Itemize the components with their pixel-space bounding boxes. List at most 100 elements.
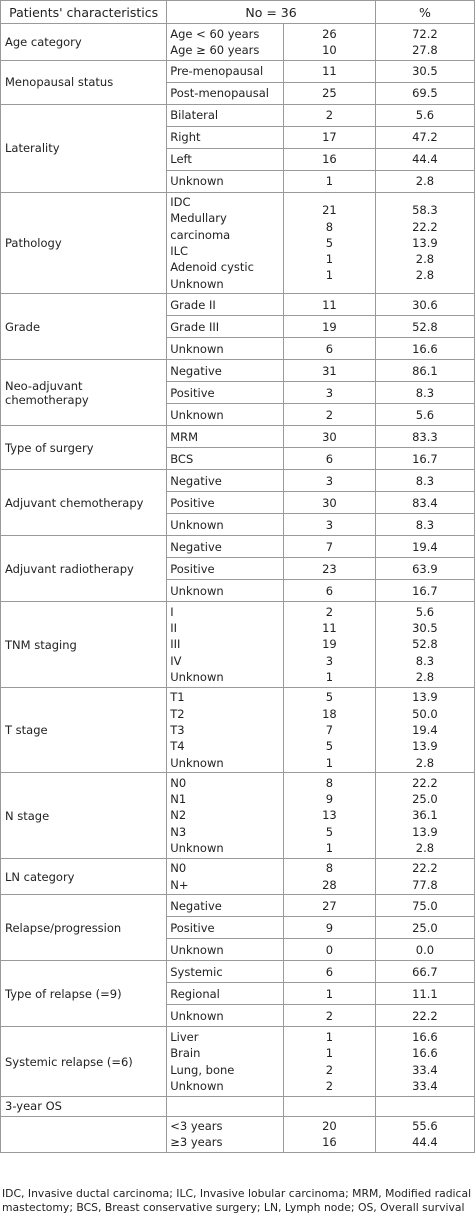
subcategory-cell-line: T1 — [170, 690, 185, 705]
subcategory-cell: IDC Medullary carcinoma ILC Adenoid cystic Un… — [166, 191, 284, 295]
count-cell: 0 — [282, 938, 376, 962]
count-cell-line: 5 — [325, 235, 334, 250]
subcategory-cell: Unknown — [166, 403, 284, 427]
percent-cell-line: 69.5 — [412, 85, 438, 100]
count-cell-line: 2 — [325, 1078, 334, 1093]
percent-cell-line: 16.7 — [412, 451, 438, 466]
subcategory-cell-line: <3 years — [170, 1119, 223, 1134]
subcategory-cell-line: T4 — [170, 739, 185, 754]
table-row: BCS 6 16.7 — [1, 447, 475, 471]
percent-cell-line: 25.0 — [412, 792, 438, 807]
percent-cell-line: 33.4 — [412, 1062, 438, 1077]
percent-cell-line: 2.8 — [415, 252, 435, 267]
count-cell: 8 28 — [282, 857, 376, 896]
percent-cell-line: 13.9 — [412, 824, 438, 839]
percent-cell-line: 16.6 — [412, 1046, 438, 1061]
count-cell-line: 11 — [322, 297, 337, 312]
percent-cell: 52.8 — [374, 315, 475, 339]
subcategory-cell-line: Post-menopausal — [170, 85, 269, 100]
group-label-laterality: Laterality — [0, 103, 168, 193]
subcategory-cell-line: Positive — [170, 495, 215, 510]
table-row: Right 17 47.2 — [1, 125, 475, 149]
percent-cell-line: 13.9 — [412, 739, 438, 754]
count-cell-line: 5 — [325, 824, 334, 839]
count-cell-line: 0 — [325, 942, 334, 957]
percent-cell: 83.4 — [374, 491, 475, 515]
percent-cell-line: 55.6 — [412, 1119, 438, 1134]
subcategory-cell-line: Bilateral — [170, 107, 219, 122]
percent-cell-line: 13.9 — [412, 235, 438, 250]
count-cell-line: 5 — [325, 690, 334, 705]
count-cell-line: 6 — [325, 451, 334, 466]
percent-cell-line: 13.9 — [412, 690, 438, 705]
table-row: N stage N0 N1 N2 N3 Unknown 8 9 13 5 1 22.2 25.0 36.1… — [0, 772, 475, 859]
header-row: Patients' characteristics No = 36 % — [0, 0, 475, 24]
group-label-menopausal-status: Menopausal status — [0, 59, 168, 105]
subcategory-cell-line: Unknown — [170, 841, 224, 856]
subcategory-cell-line: Negative — [170, 539, 222, 554]
count-cell-line: 20 — [322, 1119, 337, 1134]
group-label-systemic-relapse-6: Systemic relapse (=6) — [0, 1026, 168, 1097]
percent-cell: 30.5 — [374, 59, 475, 83]
count-cell: 3 — [282, 381, 376, 405]
subcategory-cell-line: Liver — [170, 1029, 199, 1044]
percent-cell: 30.6 — [374, 293, 475, 317]
subcategory-cell-line: Age ≥ 60 years — [170, 42, 260, 57]
group-label-type-of-relapse-9: Type of relapse (=9) — [0, 960, 168, 1028]
subcategory-cell: Unknown — [166, 513, 284, 537]
count-cell: 2 11 19 3 1 — [282, 601, 376, 688]
count-cell: 31 — [282, 359, 376, 383]
percent-cell-line: 83.4 — [412, 495, 438, 510]
table-row: Age category Age < 60 years Age ≥ 60 years… — [0, 23, 475, 61]
count-cell: 21 8 5 1 1 — [282, 191, 376, 295]
count-cell: 27 — [282, 894, 376, 918]
table-row: Laterality Bilateral 2 5.6 — [0, 103, 475, 193]
count-cell-line: 8 — [325, 219, 334, 234]
table-row: Unknown 6 16.7 — [1, 579, 475, 603]
count-cell-line: 19 — [322, 319, 337, 334]
count-cell-line: 1 — [325, 268, 334, 283]
subcategory-cell-line: N2 — [170, 808, 187, 823]
table-row: Systemic relapse (=6) Liver Brain Lung, bon… — [0, 1026, 475, 1097]
percent-cell-line: 58.3 — [412, 203, 438, 218]
percent-cell: 58.3 22.2 13.9 2.8 2.8 — [374, 191, 475, 295]
subcategory-cell-line: T3 — [170, 722, 185, 737]
percent-cell: 47.2 — [374, 125, 475, 149]
percent-cell-line: 30.6 — [412, 297, 438, 312]
subcategory-cell-line: Unknown — [170, 755, 224, 770]
subcategory-cell-line: BCS — [170, 451, 194, 466]
percent-cell-line: 19.4 — [412, 539, 438, 554]
percent-cell-line: 86.1 — [412, 363, 438, 378]
subcategory-cell: Bilateral — [166, 103, 284, 127]
group-label-grade: Grade — [0, 293, 168, 361]
percent-cell: 75.0 — [374, 894, 475, 918]
table-row: <3 years ≥3 years 20 16 55.6 44.4 — [0, 1115, 475, 1154]
percent-cell-line: 27.8 — [412, 42, 438, 57]
count-cell-line: 2 — [325, 604, 334, 619]
percent-cell: 16.6 — [374, 337, 475, 361]
subcategory-cell: Systemic — [166, 960, 284, 984]
subcategory-cell: Unknown — [166, 169, 284, 193]
subcategory-cell-line: Grade II — [170, 297, 216, 312]
table-row: Type of surgery MRM 30 83.3 — [0, 425, 475, 471]
subcategory-cell: <3 years ≥3 years — [166, 1115, 284, 1154]
percent-cell-line: 52.8 — [412, 319, 438, 334]
subcategory-cell-line: Systemic — [170, 964, 223, 979]
subcategory-cell-line: Right — [170, 129, 201, 144]
count-cell: 19 — [282, 315, 376, 339]
subcategory-cell-line: N0 — [170, 861, 187, 876]
subcategory-cell-line: N0 — [170, 775, 187, 790]
subcategory-cell-line: III — [170, 637, 181, 652]
table-row: Type of relapse (=9) Systemic 6 66.7 — [0, 960, 475, 1028]
count-cell: 25 — [282, 81, 376, 105]
percent-cell: 19.4 — [374, 535, 475, 559]
percent-cell: 16.7 — [374, 447, 475, 471]
percent-cell-line: 5.6 — [415, 407, 435, 422]
count-cell-line: 6 — [325, 964, 334, 979]
subcategory-cell-line: Lung, bone — [170, 1062, 235, 1077]
percent-cell-line: 44.4 — [412, 1135, 438, 1150]
percent-cell: 22.2 25.0 36.1 13.9 2.8 — [374, 772, 475, 859]
subcategory-cell: Unknown — [166, 579, 284, 603]
percent-cell: 11.1 — [374, 982, 475, 1006]
